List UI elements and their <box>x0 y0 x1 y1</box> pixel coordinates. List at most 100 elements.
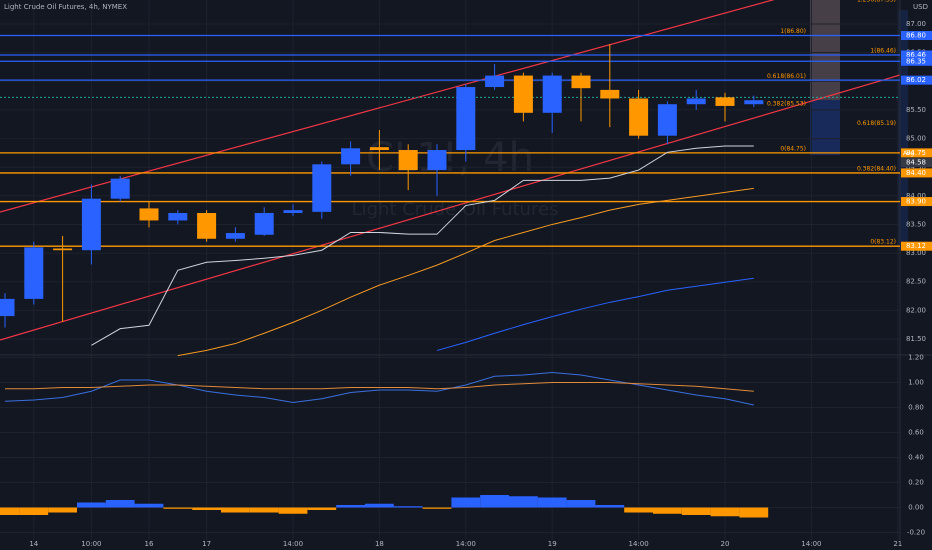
candle-body <box>369 147 389 151</box>
histogram-bar <box>48 507 77 513</box>
candle-body <box>513 75 533 113</box>
x-tick-label: 19 <box>548 540 557 548</box>
level-badge <box>901 197 932 207</box>
histogram-bar <box>192 507 221 510</box>
histogram-bar <box>710 507 740 517</box>
candle-body <box>283 210 303 213</box>
histogram-bar <box>163 507 193 509</box>
y-tick-label: 85.50 <box>906 106 926 114</box>
candle-body <box>542 75 562 113</box>
level-badge <box>901 241 932 251</box>
candle-body <box>139 208 159 221</box>
histogram-bar <box>681 507 711 515</box>
x-tick-label: 14:00 <box>283 540 303 548</box>
x-tick-label: 14 <box>29 540 38 548</box>
level-label: 83.90 <box>906 198 926 206</box>
histogram-bar <box>739 507 769 518</box>
candle-body <box>686 98 706 105</box>
candle-body <box>81 198 101 251</box>
y-tick-label: 81.50 <box>906 335 926 343</box>
histogram-bar <box>0 507 20 515</box>
candle-body <box>456 87 476 151</box>
histogram-bar <box>451 497 481 508</box>
x-tick-label: 14:00 <box>801 540 821 548</box>
fib-label: 1(86.46) <box>870 47 896 54</box>
level-label: 84.75 <box>906 149 926 157</box>
y-tick-label: 84.50 <box>906 163 926 171</box>
candle-body <box>715 97 735 106</box>
fib-label: 0(84.75) <box>780 145 806 152</box>
y-tick-label: 1.00 <box>908 379 924 387</box>
histogram-bar <box>336 505 365 508</box>
y-tick-label: 84.00 <box>906 192 926 200</box>
candle-body <box>427 150 447 171</box>
y-tick-label: 0.60 <box>908 429 924 437</box>
y-tick-label: 1.20 <box>908 354 924 362</box>
candle-body <box>225 233 245 239</box>
y-tick-label: 83.00 <box>906 249 926 257</box>
level-label: 86.02 <box>906 76 926 84</box>
level-label: 84.40 <box>906 169 926 177</box>
candle-body <box>0 298 15 317</box>
candle-body <box>571 75 591 89</box>
level-label: 86.80 <box>906 32 926 40</box>
level-badge <box>901 75 932 85</box>
x-tick-label: 16 <box>145 540 154 548</box>
level-badge <box>901 148 932 158</box>
moving-average <box>91 145 754 346</box>
avg-badge <box>901 158 932 168</box>
oscillator-line <box>5 382 754 392</box>
histogram-bar <box>624 507 653 513</box>
candle-body <box>657 104 677 136</box>
x-tick-label: 17 <box>202 540 211 548</box>
candle-body <box>629 98 649 136</box>
fib-label: 1(86.80) <box>780 28 806 35</box>
watermark-subtitle: Light Crude Oil Futures <box>352 199 559 220</box>
candle-body <box>24 247 44 299</box>
avg-label: Avg <box>903 150 914 157</box>
x-tick-label: 14:00 <box>456 540 476 548</box>
histogram-bar <box>422 507 452 509</box>
fib-label: 0.618(85.19) <box>857 120 896 127</box>
x-tick-label: 21 <box>893 540 902 548</box>
candle-body <box>168 213 188 221</box>
candle-body <box>197 213 217 239</box>
x-tick-label: 10:00 <box>81 540 101 548</box>
histogram-bar <box>105 500 135 508</box>
moving-average <box>177 187 754 357</box>
y-tick-label: 82.50 <box>906 278 926 286</box>
currency: USD <box>913 3 928 11</box>
channel-line <box>0 74 901 341</box>
y-tick-label: 82.00 <box>906 306 926 314</box>
y-tick-label: 83.50 <box>906 220 926 228</box>
fib-label: 0(83.12) <box>870 239 896 246</box>
candle-body <box>110 178 130 199</box>
moving-average <box>436 277 754 351</box>
avg-value: 84.58 <box>906 159 926 167</box>
candle-body <box>53 248 73 251</box>
histogram-bar <box>77 502 106 508</box>
candle-body <box>254 213 274 235</box>
histogram-bar <box>595 505 625 508</box>
y-tick-label: -0.20 <box>907 529 925 537</box>
level-badge <box>901 168 932 178</box>
y-tick-label: 85.00 <box>906 135 926 143</box>
y-tick-label: 87.00 <box>906 20 926 28</box>
histogram-bar <box>566 500 596 508</box>
channel-line <box>0 0 775 213</box>
y-tick-label: 0.40 <box>908 454 924 462</box>
y-tick-label: 0.20 <box>908 479 924 487</box>
histogram-bar <box>537 497 567 508</box>
y-tick-label: 0.00 <box>908 504 924 512</box>
x-tick-label: 18 <box>375 540 384 548</box>
candle-body <box>485 75 505 88</box>
candle-body <box>600 89 620 99</box>
fib-label: 1.236(87.35) <box>857 0 896 4</box>
projection-zone <box>810 0 840 100</box>
level-badge <box>901 56 932 66</box>
histogram-bar <box>19 507 49 515</box>
chart-title: Light Crude Oil Futures, 4h, NYMEX <box>4 3 127 11</box>
x-tick-label: 14:00 <box>629 540 649 548</box>
histogram-bar <box>393 506 423 508</box>
